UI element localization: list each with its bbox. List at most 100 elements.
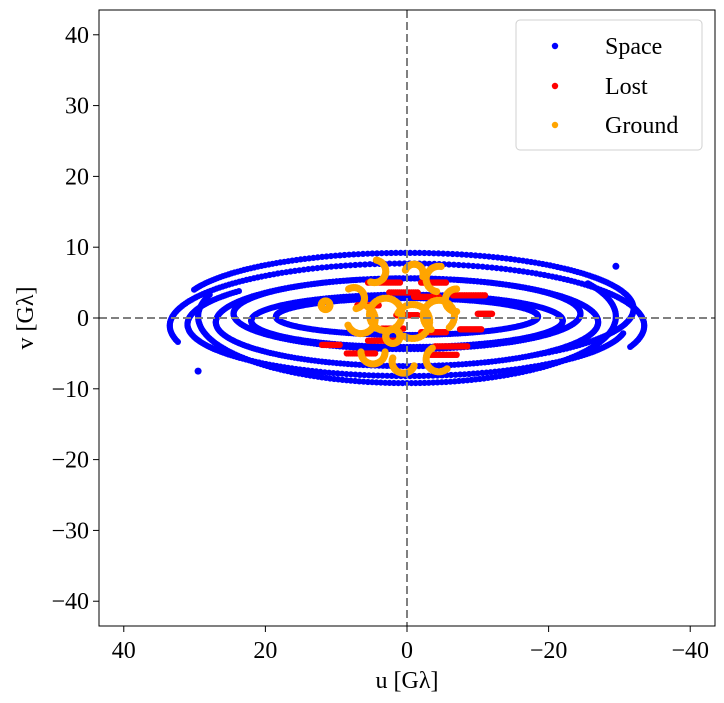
x-tick-label: −20 [530,638,568,664]
point-space [346,251,353,258]
point-space [425,372,432,379]
y-tick-label: −10 [51,377,89,403]
point-space [327,253,335,260]
point-lost [481,292,489,299]
point-space [379,372,386,379]
point-space [365,372,372,379]
y-tick-label: 0 [77,306,89,332]
point-space [388,372,395,379]
point-ground [367,278,375,286]
point-space [386,260,393,267]
point-space [390,379,397,387]
point-space [370,372,377,379]
point-space [332,252,339,259]
point-space [309,265,316,272]
point-space [373,250,381,257]
point-space [420,372,427,379]
point-lost [453,351,460,358]
point-ground [365,310,374,319]
point-space [430,250,437,257]
point-space [361,372,368,379]
point-space [397,249,404,256]
point-lost [396,279,404,286]
point-space [461,371,468,378]
point-space [383,250,390,257]
point-ground [445,323,453,332]
point-space [412,380,419,387]
point-space [339,370,346,377]
point-ground [428,344,436,352]
point-space [479,263,486,270]
point-space [425,379,432,386]
point-space [448,371,455,379]
point-ground [389,354,397,362]
point-space [355,251,362,258]
point-space [318,264,326,271]
point-space [323,253,330,260]
point-space [384,372,391,379]
x-tick-label: −40 [671,638,709,664]
legend-marker-lost [551,82,559,90]
point-lost [478,326,485,333]
point-space [476,252,484,259]
point-space [347,371,354,378]
point-space [435,250,442,257]
point-ground [357,348,365,356]
point-space [445,261,453,268]
point-space [382,379,389,386]
point-space [411,372,418,380]
y-axis-ticks: 40 30 20 10 0 −10 −20 −30 −40 [51,23,99,615]
x-tick-label: 40 [112,638,136,664]
point-space [465,262,472,269]
x-axis-ticks: 40 20 0 −20 −40 [112,626,709,664]
y-tick-label: −30 [51,518,89,544]
point-space [457,371,464,378]
point-space [416,249,423,256]
point-space [484,264,491,271]
point-space [359,250,367,257]
point-ground [453,285,461,293]
point-space [440,250,447,257]
point-space [342,262,349,269]
series-ground [317,256,461,377]
point-space [395,380,402,387]
legend-marker-ground [551,121,559,129]
x-tick-label: 0 [401,638,413,664]
point-space [248,317,255,324]
y-tick-label: 20 [65,164,89,190]
point-space [450,261,457,268]
point-space [407,249,414,256]
legend-frame [515,19,703,151]
legend-label-space: Space [605,34,662,60]
point-space [352,261,359,269]
point-space [305,266,312,273]
point-space [488,264,496,271]
legend: Space Lost Ground [515,19,703,151]
point-space [498,265,505,272]
point-space [323,264,330,271]
point-space [460,262,467,269]
point-space [328,263,335,270]
y-tick-label: 30 [65,94,89,120]
point-lost [414,312,421,319]
point-space [374,372,382,379]
point-space [455,261,462,269]
y-tick-label: −20 [51,448,89,474]
point-space [426,250,433,257]
point-lost [336,341,343,349]
point-space [411,249,418,256]
point-lost [400,325,407,332]
point-space [361,261,369,268]
point-space [388,249,395,257]
point-space [417,379,424,387]
point-space [369,250,376,257]
point-space [350,251,357,258]
point-space [474,263,481,270]
point-space [341,251,348,259]
point-space [194,367,202,375]
point-lost [442,279,450,286]
y-axis-label: v [Gλ] [13,287,39,350]
y-tick-label: −40 [51,589,89,615]
point-space [399,380,406,387]
